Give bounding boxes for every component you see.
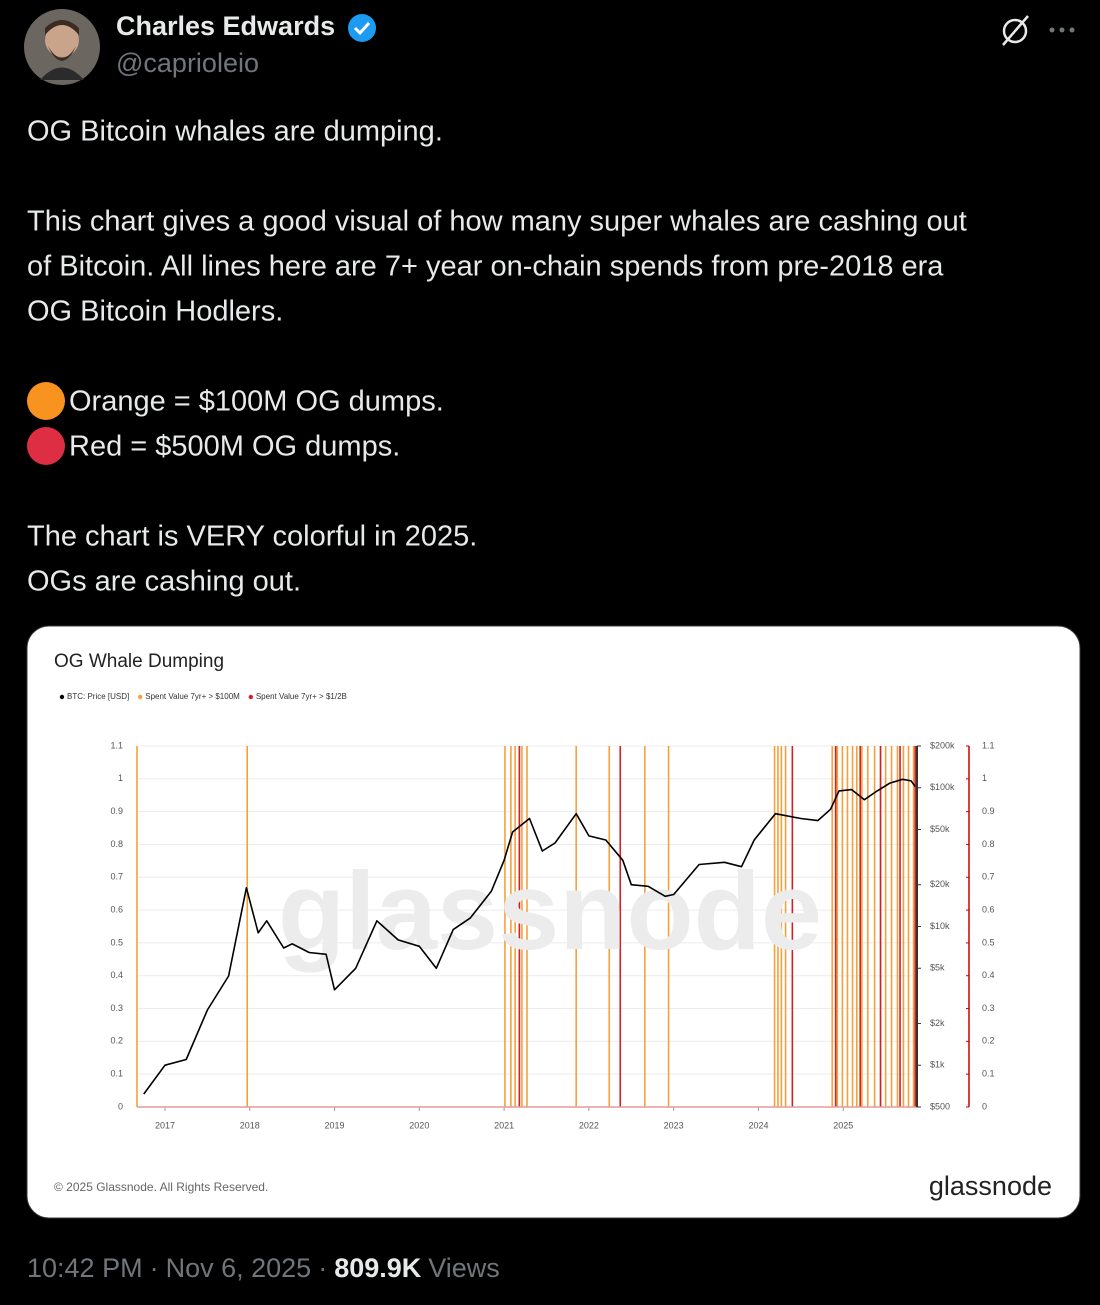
- logo: glassnode: [929, 1171, 1052, 1201]
- date: Nov 6, 2025: [166, 1253, 312, 1283]
- y2-tick-label: $10k: [930, 921, 950, 931]
- y3-tick-label: 0.2: [982, 1036, 995, 1046]
- y2-tick-label: $50k: [930, 824, 950, 834]
- legend-label: BTC: Price [USD]: [67, 692, 129, 701]
- x-tick-label: 2021: [494, 1120, 514, 1130]
- y3-tick-label: 1.1: [982, 740, 995, 750]
- y2-tick-label: $5k: [930, 963, 945, 973]
- tweet-line: This chart gives a good visual of how ma…: [27, 206, 967, 238]
- legend-label: Spent Value 7yr+ > $100M: [145, 692, 240, 701]
- tweet-line: of Bitcoin. All lines here are 7+ year o…: [27, 251, 944, 283]
- tweet-line: OG Bitcoin whales are dumping.: [27, 116, 443, 148]
- separator: ·: [150, 1253, 159, 1283]
- y3-tick-label: 0.9: [982, 806, 995, 816]
- y2-tick-label: $20k: [930, 879, 950, 889]
- y2-tick-label: $1k: [930, 1060, 945, 1070]
- x-tick-label: 2019: [325, 1120, 345, 1130]
- chart-title: OG Whale Dumping: [54, 651, 224, 672]
- y3-tick-label: 0.8: [982, 839, 995, 849]
- x-tick-label: 2018: [240, 1120, 260, 1130]
- avatar[interactable]: [24, 9, 100, 85]
- grok-icon[interactable]: [1002, 15, 1029, 46]
- x-tick-label: 2025: [833, 1120, 853, 1130]
- tweet-line: Orange = $100M OG dumps.: [69, 386, 444, 418]
- red-emoji: [27, 427, 65, 465]
- y3-tick-label: 0: [982, 1101, 987, 1111]
- y3-tick-label: 0.3: [982, 1003, 995, 1013]
- y2-tick-label: $2k: [930, 1018, 945, 1028]
- price-line: [143, 778, 916, 1095]
- y-tick-label: 0.6: [110, 904, 123, 914]
- chart-card[interactable]: [26, 625, 1081, 1219]
- x-tick-label: 2020: [409, 1120, 429, 1130]
- verified-badge: [348, 14, 376, 42]
- tweet-text: OG Bitcoin whales are dumping. This chart…: [27, 116, 967, 598]
- y3-tick-label: 0.7: [982, 872, 995, 882]
- y-tick-label: 0.2: [110, 1036, 123, 1046]
- y-tick-label: 0.4: [110, 970, 123, 980]
- watermark: glassnode: [278, 850, 822, 973]
- x-tick-label: 2023: [664, 1120, 684, 1130]
- chart: OG Whale Dumping glassnode © 2025 Glassn…: [54, 651, 1052, 1201]
- legend-swatch: [248, 694, 254, 700]
- y-tick-label: 0.8: [110, 839, 123, 849]
- more-icon[interactable]: [1049, 27, 1075, 33]
- legend-swatch: [138, 694, 143, 700]
- y-tick-label: 0.7: [110, 872, 123, 882]
- author-handle[interactable]: @caprioleio: [116, 48, 259, 78]
- time: 10:42 PM: [27, 1253, 143, 1283]
- x-tick-label: 2024: [748, 1120, 768, 1130]
- y2-tick-label: $500: [930, 1101, 950, 1111]
- tweet-line: OG Bitcoin Hodlers.: [27, 296, 283, 328]
- views-label: Views: [428, 1253, 500, 1283]
- y3-tick-label: 0.1: [982, 1069, 995, 1079]
- y-tick-label: 1.1: [110, 740, 123, 750]
- y3-tick-label: 0.4: [982, 970, 995, 980]
- y2-tick-label: $200k: [930, 740, 955, 750]
- y-tick-label: 1: [118, 773, 123, 783]
- x-tick-label: 2022: [579, 1120, 599, 1130]
- y3-tick-label: 1: [982, 773, 987, 783]
- y-tick-label: 0.9: [110, 806, 123, 816]
- y-tick-label: 0.3: [110, 1003, 123, 1013]
- tweet-footer: 10:42 PM · Nov 6, 2025 · 809.9K Views: [27, 1253, 500, 1283]
- views-count: 809.9K: [334, 1253, 422, 1283]
- tweet-line: The chart is VERY colorful in 2025.: [27, 521, 477, 553]
- y2-tick-label: $100k: [930, 782, 955, 792]
- orange-emoji: [27, 382, 65, 420]
- y-tick-label: 0.1: [110, 1069, 123, 1079]
- separator: ·: [318, 1253, 327, 1283]
- x-tick-label: 2017: [155, 1120, 175, 1130]
- copyright: © 2025 Glassnode. All Rights Reserved.: [54, 1180, 268, 1194]
- tweet-line: OGs are cashing out.: [27, 566, 301, 598]
- legend-label: Spent Value 7yr+ > $1/2B: [256, 692, 347, 701]
- author-name[interactable]: Charles Edwards: [116, 11, 335, 41]
- tweet-line: Red = $500M OG dumps.: [69, 431, 400, 463]
- legend-swatch: [59, 694, 65, 700]
- y-tick-label: 0.5: [110, 937, 123, 947]
- y3-tick-label: 0.6: [982, 904, 995, 914]
- y-tick-label: 0: [118, 1101, 123, 1111]
- y3-tick-label: 0.5: [982, 937, 995, 947]
